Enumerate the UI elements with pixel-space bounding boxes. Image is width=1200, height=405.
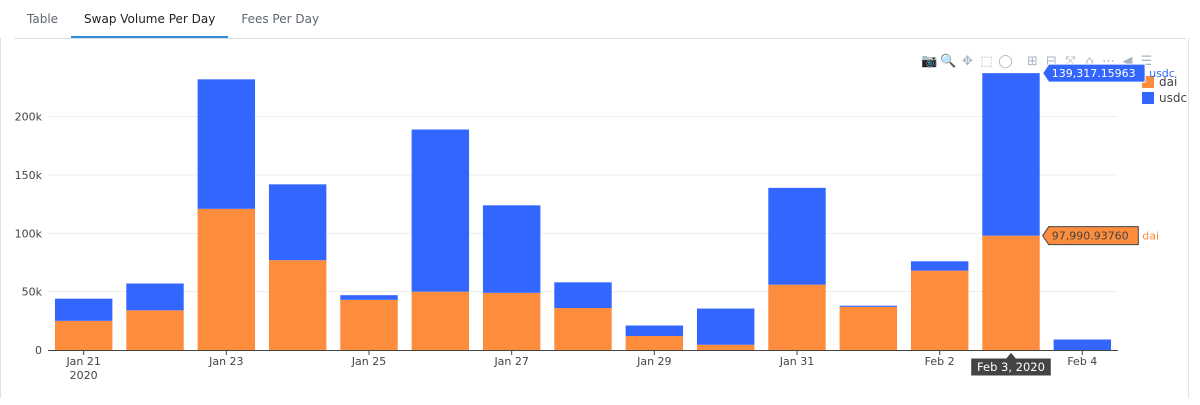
hover-box-dai: [1042, 226, 1139, 246]
chart-modebar: 📷 🔍 ✥ ⬚ ◯ ⊞ ⊟ ⤧ ⌂ ⋯ ◀ ☰: [920, 52, 1156, 72]
bar-usdc-4[interactable]: [340, 295, 398, 300]
hover-value-dai: 97,990.93760: [1052, 230, 1129, 243]
legend-label-usdc[interactable]: usdc: [1159, 91, 1187, 105]
camera-icon[interactable]: 📷: [921, 53, 938, 69]
bar-dai-4[interactable]: [340, 299, 398, 350]
home-icon[interactable]: ⌂: [1085, 53, 1094, 69]
bar-usdc-5[interactable]: [411, 129, 470, 292]
tab-swap-volume-per-day[interactable]: Swap Volume Per Day: [71, 0, 229, 38]
hover-compare-icon[interactable]: ☰: [1140, 53, 1153, 69]
bar-usdc-6[interactable]: [482, 205, 541, 293]
y-tick-label: 0: [35, 344, 42, 357]
tab-bar: Table Swap Volume Per Day Fees Per Day: [14, 0, 1186, 39]
legend-swatch-usdc[interactable]: [1142, 92, 1154, 104]
hover-box-usdc: [1042, 63, 1146, 83]
y-tick-label: 150k: [15, 169, 43, 182]
tab-table[interactable]: Table: [27, 12, 59, 26]
hover-x-label: Feb 3, 2020: [977, 360, 1045, 374]
bar-usdc-14[interactable]: [1053, 339, 1112, 351]
zoom-icon[interactable]: 🔍: [940, 53, 957, 69]
x-tick-label: Jan 27: [493, 355, 528, 368]
y-tick-label: 200k: [15, 111, 43, 124]
legend-label-dai[interactable]: dai: [1159, 75, 1177, 89]
bar-dai-7[interactable]: [554, 308, 612, 350]
x-tick-year-label: 2020: [70, 369, 98, 382]
zoom-in-icon[interactable]: ⊞: [1027, 53, 1038, 69]
bar-dai-3[interactable]: [268, 260, 327, 350]
bar-dai-12[interactable]: [910, 270, 969, 350]
bar-dai-11[interactable]: [839, 306, 898, 350]
lasso-icon[interactable]: ◯: [998, 53, 1013, 69]
bar-usdc-3[interactable]: [268, 184, 327, 261]
bar-dai-6[interactable]: [482, 292, 541, 350]
bar-usdc-13[interactable]: [982, 73, 1040, 236]
hover-closest-icon[interactable]: ◀: [1122, 53, 1133, 69]
x-tick-label: Feb 4: [1067, 355, 1097, 368]
bar-usdc-7[interactable]: [554, 282, 612, 308]
bar-dai-5[interactable]: [411, 291, 470, 350]
bar-dai-1[interactable]: [126, 310, 184, 350]
bar-usdc-8[interactable]: [625, 325, 684, 337]
x-tick-label: Feb 2: [925, 355, 955, 368]
bar-usdc-10[interactable]: [768, 187, 826, 285]
bar-dai-2[interactable]: [197, 208, 256, 350]
bar-usdc-12[interactable]: [910, 261, 969, 271]
bar-usdc-11[interactable]: [839, 305, 898, 307]
tab-fees-per-day[interactable]: Fees Per Day: [241, 12, 320, 26]
hover-series-dai: dai: [1142, 230, 1159, 243]
box-select-icon[interactable]: ⬚: [980, 53, 993, 69]
y-tick-label: 100k: [15, 227, 43, 240]
x-tick-label: Jan 25: [351, 355, 386, 368]
hover-value-usdc: 139,317.15963: [1052, 67, 1136, 80]
bar-dai-8[interactable]: [625, 336, 684, 350]
x-tick-label: Jan 31: [779, 355, 814, 368]
bar-dai-13[interactable]: [982, 235, 1040, 350]
autoscale-icon[interactable]: ⤧: [1065, 53, 1076, 69]
bar-dai-0[interactable]: [54, 320, 113, 350]
zoom-out-icon[interactable]: ⊟: [1046, 53, 1057, 69]
pan-icon[interactable]: ✥: [962, 53, 973, 69]
bar-usdc-1[interactable]: [126, 283, 184, 311]
hover-series-usdc: usdc: [1149, 67, 1175, 80]
hover-x-box: [970, 351, 1052, 377]
bar-dai-10[interactable]: [768, 284, 826, 350]
x-tick-label: Jan 23: [208, 355, 243, 368]
bar-usdc-2[interactable]: [197, 79, 256, 209]
chart-panel: [0, 38, 1189, 398]
bar-usdc-0[interactable]: [54, 298, 113, 321]
x-tick-label: Jan 29: [636, 355, 671, 368]
bar-dai-9[interactable]: [696, 344, 755, 350]
bar-usdc-9[interactable]: [696, 308, 755, 345]
y-tick-label: 50k: [22, 286, 43, 299]
x-tick-label: Jan 21: [65, 355, 100, 368]
